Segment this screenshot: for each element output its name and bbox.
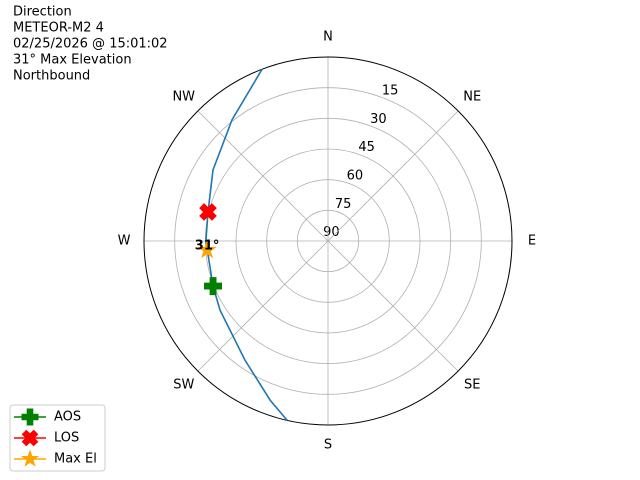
title-line: Direction: [13, 5, 72, 20]
legend-frame: [9, 404, 106, 472]
r-tick-label: 90: [323, 225, 340, 240]
r-tick-label: 75: [335, 197, 352, 212]
track-line: [205, 68, 288, 421]
annotation: 31°: [195, 239, 220, 254]
title-line: Northbound: [13, 69, 90, 84]
title-line: 31° Max Elevation: [13, 53, 132, 68]
title-line: 02/25/2026 @ 15:01:02: [13, 37, 168, 52]
marker-plus: [204, 277, 222, 296]
theta-tick-label: SE: [464, 378, 480, 393]
marker-x: [199, 203, 217, 221]
r-tick-label: 45: [358, 140, 375, 155]
r-tick-label: 60: [347, 169, 364, 184]
r-tick-label: 15: [382, 84, 399, 99]
legend-marker: [21, 429, 39, 447]
legend-label: LOS: [54, 431, 79, 446]
theta-tick-label: E: [528, 234, 536, 249]
legend-marker: [21, 408, 39, 426]
theta-tick-label: NE: [463, 89, 481, 104]
theta-tick-label: NW: [172, 89, 195, 104]
grid-spoke: [327, 110, 459, 242]
theta-tick-label: W: [118, 234, 131, 249]
legend-label: AOS: [54, 410, 81, 425]
theta-tick-label: S: [324, 438, 332, 453]
theta-tick-label: SW: [173, 378, 194, 393]
legend: AOS LOS Max El: [9, 404, 106, 472]
legend-label: Max El: [54, 452, 97, 467]
marker-star: [197, 240, 217, 259]
theta-tick-label: N: [323, 30, 333, 45]
grid-spoke: [197, 110, 329, 242]
grid-spoke: [197, 240, 329, 372]
grid-spoke: [327, 240, 459, 372]
r-tick-label: 30: [370, 112, 387, 127]
legend-marker: [20, 449, 40, 467]
outer-frame: [143, 56, 513, 426]
title-line: METEOR-M2 4: [13, 21, 104, 36]
